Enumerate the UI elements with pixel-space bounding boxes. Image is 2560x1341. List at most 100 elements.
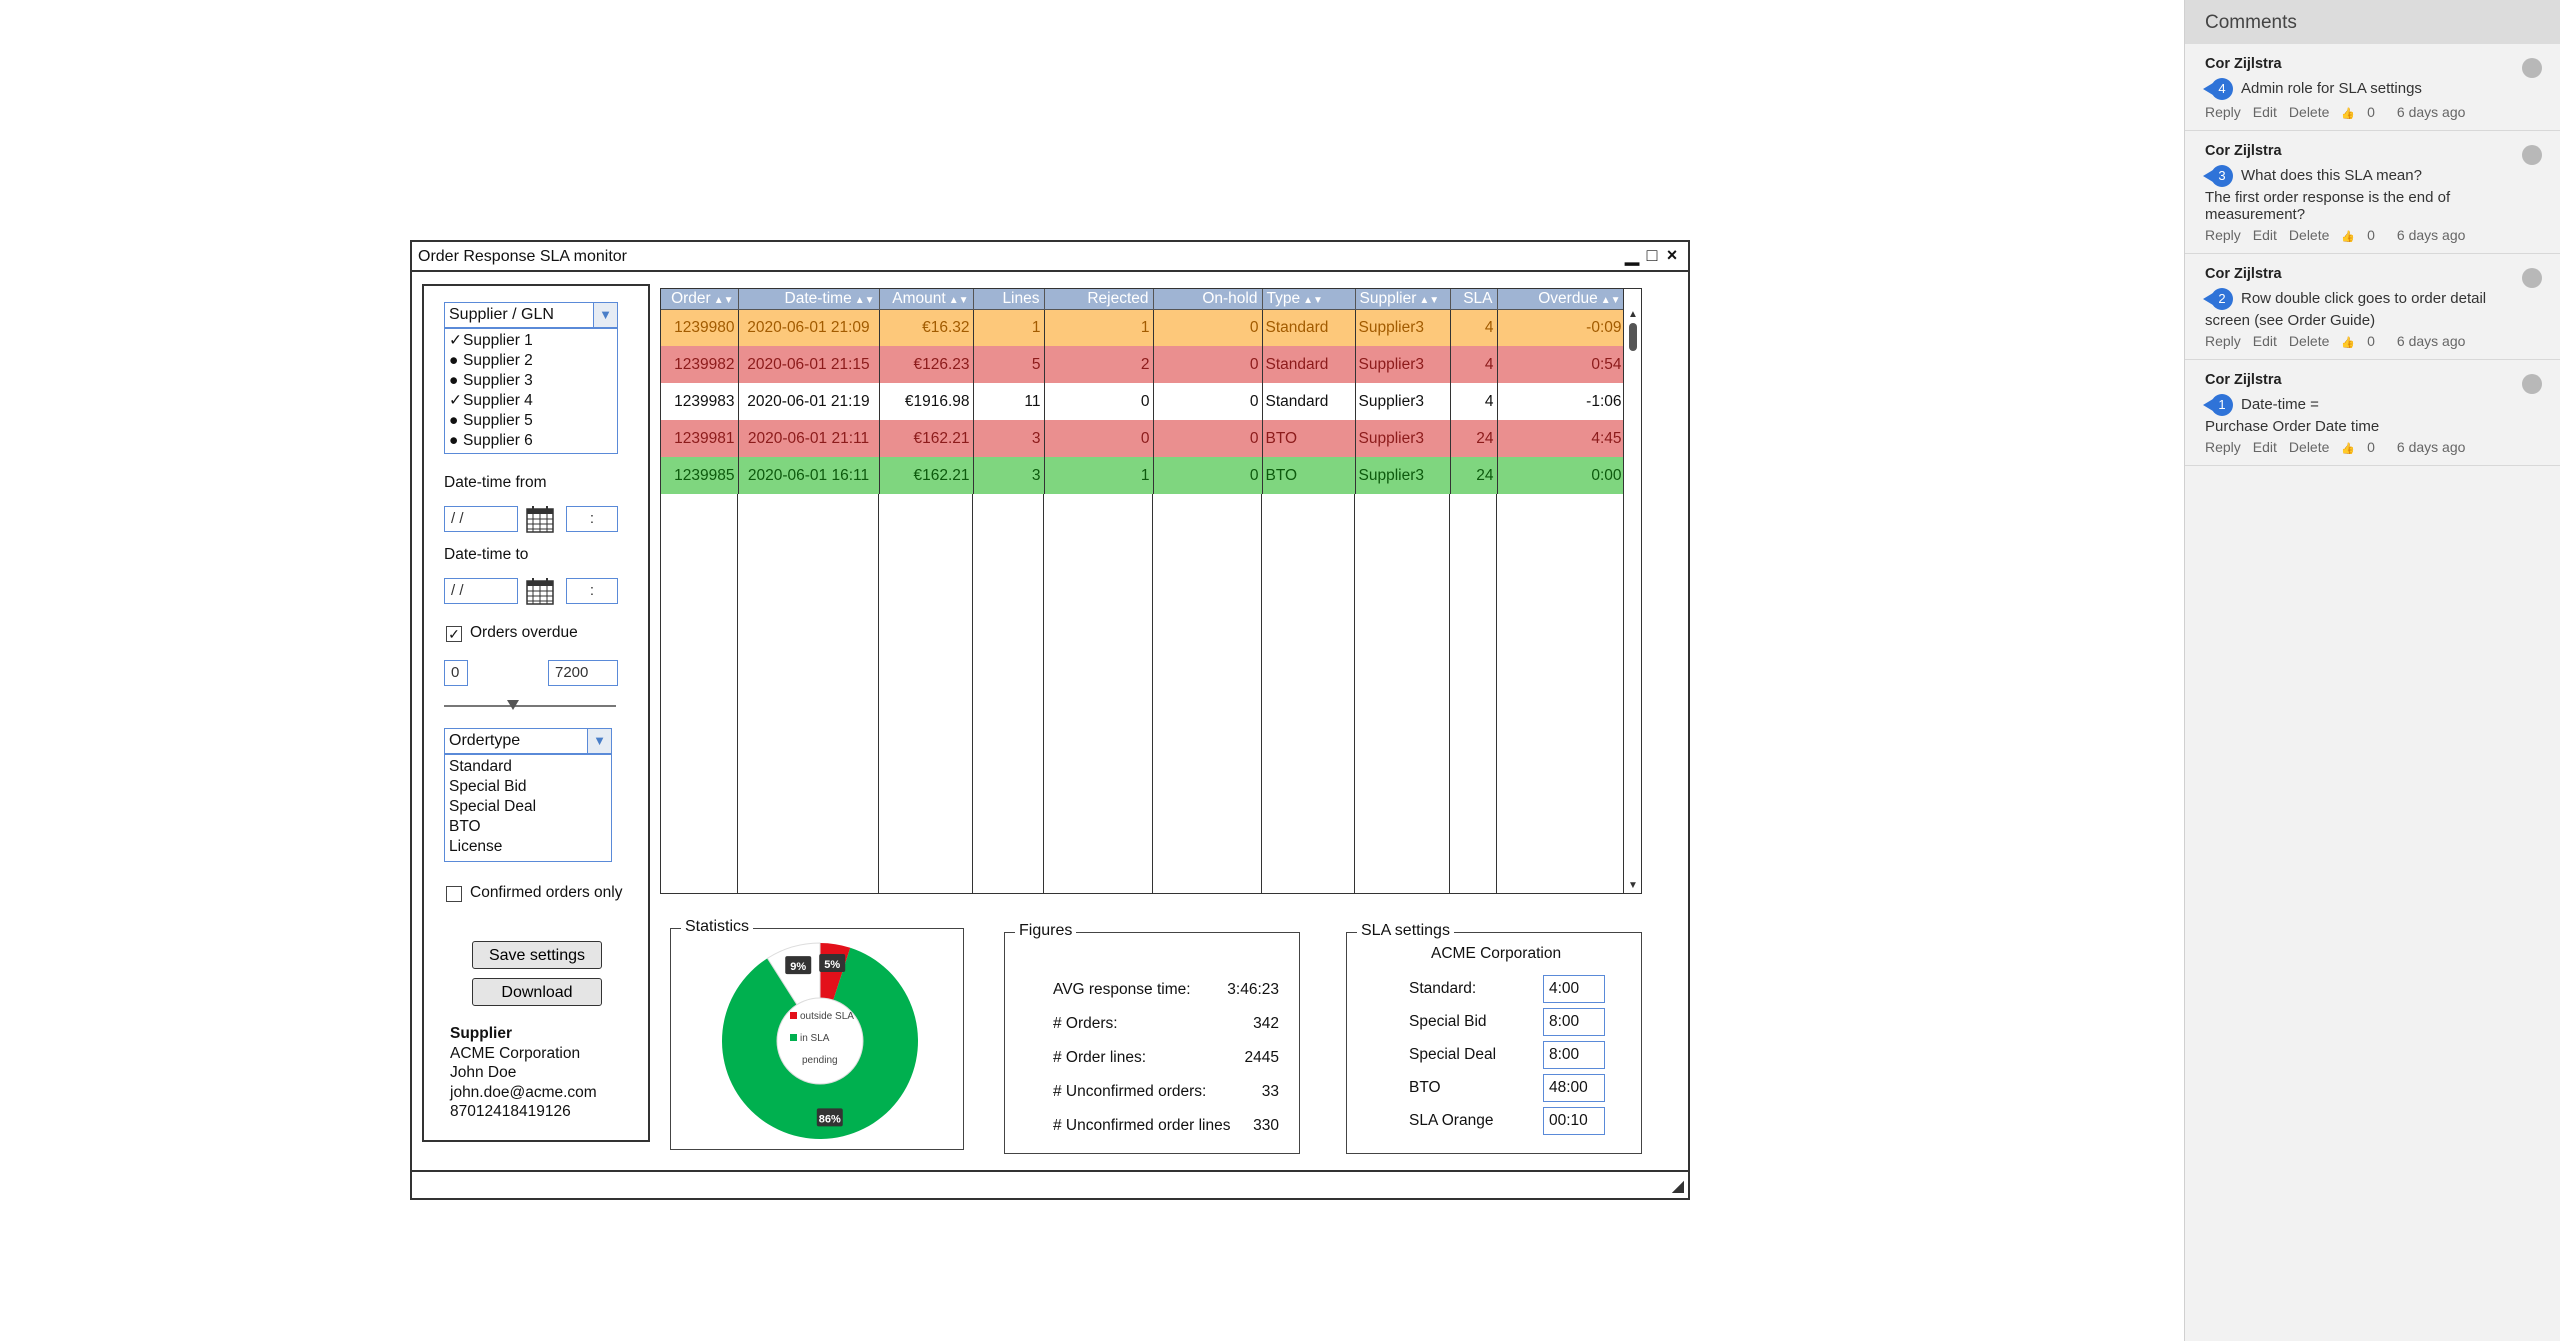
comment-status-icon[interactable]: [2522, 58, 2542, 78]
comment-badge[interactable]: 1: [2203, 394, 2233, 416]
vertical-scrollbar[interactable]: ▲ ▼: [1623, 289, 1641, 893]
column-header[interactable]: Date-time ▲▼: [738, 289, 880, 310]
download-button[interactable]: Download: [472, 978, 602, 1006]
comment-text: Date-time =: [2241, 396, 2319, 413]
scroll-thumb[interactable]: [1629, 323, 1637, 351]
comment-status-icon[interactable]: [2522, 145, 2542, 165]
table-cell: €126.23: [879, 346, 974, 383]
column-header[interactable]: Order ▲▼: [661, 289, 739, 310]
ordertype-select[interactable]: Ordertype ▼: [444, 728, 612, 754]
column-header[interactable]: Type ▲▼: [1262, 289, 1356, 310]
table-cell: 24: [1450, 457, 1498, 494]
table-cell: 2020-06-01 21:09: [738, 309, 880, 346]
calendar-icon[interactable]: [526, 505, 554, 533]
figure-row: # Unconfirmed orders: 33: [1053, 1083, 1279, 1101]
table-row[interactable]: 1239981 2020-06-01 21:11 €162.21 3 0 0 BTO Supp…: [661, 420, 1626, 457]
overdue-min-input[interactable]: 0: [444, 660, 468, 686]
column-header[interactable]: Lines: [973, 289, 1045, 310]
column-header[interactable]: Rejected: [1044, 289, 1154, 310]
supplier-option[interactable]: ● Supplier 3: [449, 371, 613, 391]
comment-badge[interactable]: 4: [2203, 78, 2233, 100]
sort-icon[interactable]: ▲▼: [1419, 294, 1440, 306]
column-header[interactable]: SLA: [1450, 289, 1498, 310]
save-settings-button[interactable]: Save settings: [472, 941, 602, 969]
chevron-down-icon[interactable]: ▼: [587, 729, 611, 753]
overdue-max-input[interactable]: 7200: [548, 660, 618, 686]
sla-value-input[interactable]: 8:00: [1543, 1008, 1605, 1036]
column-header-label: Type: [1266, 289, 1301, 307]
ordertype-option[interactable]: Special Bid: [449, 778, 527, 795]
ordertype-option[interactable]: Standard: [449, 758, 512, 775]
sla-value-input[interactable]: 00:10: [1543, 1107, 1605, 1135]
ordertype-option[interactable]: BTO: [449, 818, 481, 835]
delete-link[interactable]: Delete: [2288, 104, 2330, 120]
figure-value: 330: [1253, 1117, 1279, 1134]
like-button[interactable]: 👍 0: [2341, 104, 2387, 120]
scroll-down-icon[interactable]: ▼: [1628, 880, 1638, 891]
orders-overdue-checkbox[interactable]: ✓: [446, 626, 462, 642]
comment-badge[interactable]: 3: [2203, 165, 2233, 187]
overdue-slider-handle[interactable]: [506, 700, 519, 710]
ordertype-option[interactable]: License: [449, 838, 503, 855]
like-button[interactable]: 👍 0: [2341, 227, 2387, 243]
comment-status-icon[interactable]: [2522, 374, 2542, 394]
delete-link[interactable]: Delete: [2288, 227, 2330, 243]
close-icon[interactable]: ×: [1666, 245, 1678, 265]
table-row[interactable]: 1239983 2020-06-01 21:19 €1916.98 11 0 0 Stand…: [661, 383, 1626, 420]
table-row[interactable]: 1239985 2020-06-01 16:11 €162.21 3 1 0 BTO Supp…: [661, 457, 1626, 494]
table-cell: €1916.98: [879, 383, 974, 420]
minimize-icon[interactable]: ▁: [1625, 245, 1639, 265]
datetime-to-time-input[interactable]: :: [566, 578, 618, 604]
sort-icon[interactable]: ▲▼: [948, 294, 969, 306]
edit-link[interactable]: Edit: [2252, 333, 2277, 349]
sort-icon[interactable]: ▲▼: [713, 294, 734, 306]
supplier-list[interactable]: ✓Supplier 1 ● Supplier 2 ● Supplier 3 ✓Suppli…: [444, 328, 618, 454]
reply-link[interactable]: Reply: [2205, 104, 2241, 120]
delete-link[interactable]: Delete: [2288, 439, 2330, 455]
sort-icon[interactable]: ▲▼: [1600, 294, 1621, 306]
edit-link[interactable]: Edit: [2252, 227, 2277, 243]
ordertype-option[interactable]: Special Deal: [449, 798, 537, 815]
edit-link[interactable]: Edit: [2252, 439, 2277, 455]
datetime-from-date-input[interactable]: / /: [444, 506, 518, 532]
column-header[interactable]: On-hold: [1153, 289, 1263, 310]
comment-badge[interactable]: 2: [2203, 288, 2233, 310]
scroll-up-icon[interactable]: ▲: [1628, 309, 1638, 320]
supplier-select[interactable]: Supplier / GLN ▼: [444, 302, 618, 328]
maximize-icon[interactable]: □: [1646, 245, 1658, 265]
sla-value-input[interactable]: 4:00: [1543, 975, 1605, 1003]
reply-link[interactable]: Reply: [2205, 439, 2241, 455]
table-row[interactable]: 1239982 2020-06-01 21:15 €126.23 5 2 0 Standar…: [661, 346, 1626, 383]
supplier-option[interactable]: ✓Supplier 1: [449, 331, 613, 351]
table-cell: 1239980: [661, 309, 739, 346]
overdue-slider-track[interactable]: [444, 705, 616, 707]
chevron-down-icon[interactable]: ▼: [593, 303, 617, 327]
supplier-option[interactable]: ● Supplier 5: [449, 411, 613, 431]
resize-grip-icon[interactable]: ◢: [1671, 1178, 1684, 1195]
like-button[interactable]: 👍 0: [2341, 333, 2387, 349]
column-header[interactable]: Overdue ▲▼: [1497, 289, 1626, 310]
sla-value-input[interactable]: 48:00: [1543, 1074, 1605, 1102]
calendar-icon[interactable]: [526, 577, 554, 605]
reply-link[interactable]: Reply: [2205, 333, 2241, 349]
ordertype-list[interactable]: Standard Special Bid Special Deal BTO Licens…: [444, 754, 612, 862]
sort-icon[interactable]: ▲▼: [854, 294, 875, 306]
table-cell: 1239982: [661, 346, 739, 383]
datetime-from-time-input[interactable]: :: [566, 506, 618, 532]
delete-link[interactable]: Delete: [2288, 333, 2330, 349]
comment-status-icon[interactable]: [2522, 268, 2542, 288]
edit-link[interactable]: Edit: [2252, 104, 2277, 120]
like-button[interactable]: 👍 0: [2341, 439, 2387, 455]
reply-link[interactable]: Reply: [2205, 227, 2241, 243]
datetime-to-date-input[interactable]: / /: [444, 578, 518, 604]
table-row[interactable]: 1239980 2020-06-01 21:09 €16.32 1 1 0 Standard…: [661, 309, 1626, 346]
supplier-option[interactable]: ✓Supplier 4: [449, 391, 613, 411]
supplier-option[interactable]: ● Supplier 6: [449, 431, 613, 451]
supplier-option[interactable]: ● Supplier 2: [449, 351, 613, 371]
confirmed-only-checkbox[interactable]: [446, 886, 462, 902]
column-header[interactable]: Supplier ▲▼: [1355, 289, 1451, 310]
table-cell: 0: [1044, 420, 1154, 457]
sla-value-input[interactable]: 8:00: [1543, 1041, 1605, 1069]
column-header[interactable]: Amount ▲▼: [879, 289, 974, 310]
sort-icon[interactable]: ▲▼: [1303, 294, 1323, 306]
